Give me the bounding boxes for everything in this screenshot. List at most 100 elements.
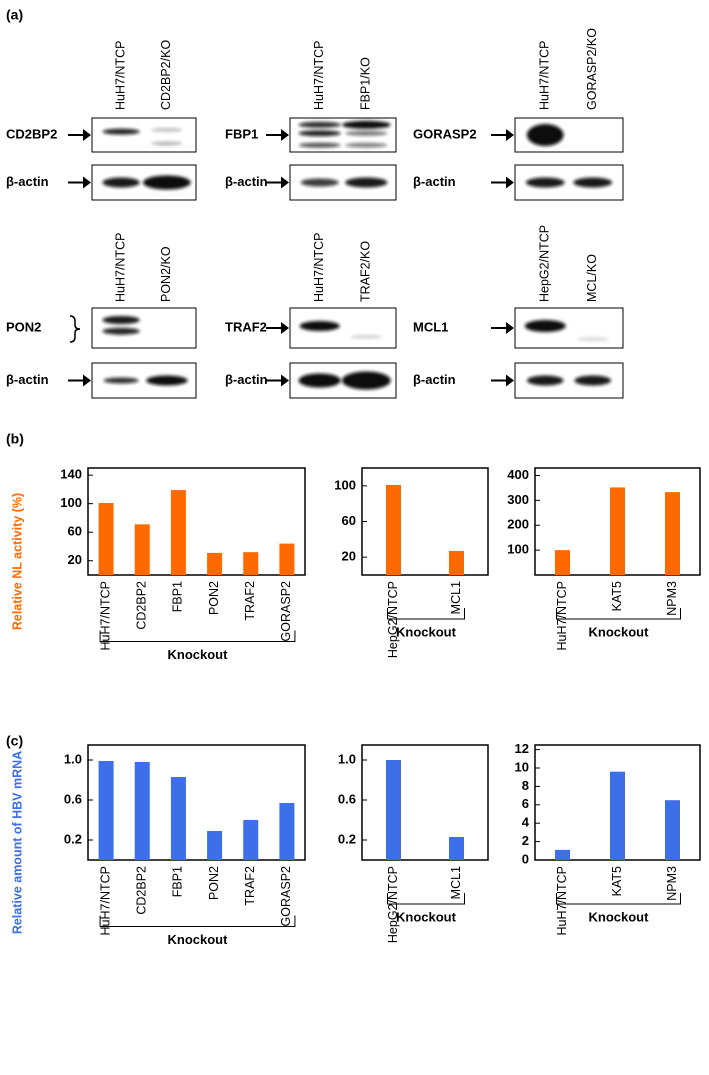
bar (207, 552, 223, 575)
arrow-head (506, 322, 514, 334)
y-tick-label: 10 (515, 759, 529, 774)
blot-band (345, 130, 388, 136)
blot-band (102, 316, 140, 324)
arrow-head (281, 374, 289, 387)
bar (170, 777, 186, 860)
group-label: Knockout (589, 909, 650, 924)
y-tick-label: 2 (522, 833, 529, 848)
blot-band (151, 127, 183, 132)
blot-band (350, 334, 383, 339)
blot-band (102, 327, 140, 335)
group-bracket (556, 608, 681, 620)
x-tick-label: MCL1 (449, 866, 463, 899)
x-tick-label: HepG2/NTCP (386, 866, 400, 943)
x-tick-label: HuH7/NTCP (555, 581, 569, 650)
y-tick-label: 0.6 (338, 791, 356, 806)
x-tick-label: NPM3 (665, 866, 679, 901)
bar (98, 502, 114, 575)
y-tick-label: 0.6 (64, 791, 82, 806)
lane-label: HuH7/NTCP (312, 233, 326, 302)
y-tick-label: 140 (60, 467, 82, 482)
blot-band (524, 320, 566, 332)
x-tick-label: KAT5 (610, 581, 624, 611)
x-tick-label: NPM3 (665, 581, 679, 616)
group-label: Knockout (168, 647, 229, 662)
group-label: Knockout (589, 624, 650, 639)
target-label: PON2 (6, 319, 41, 334)
lane-label: HepG2/NTCP (538, 225, 552, 302)
bar (449, 837, 464, 860)
y-tick-label: 6 (522, 796, 529, 811)
y-tick-label: 0.2 (64, 831, 82, 846)
lane-label: HuH7/NTCP (538, 41, 552, 110)
lane-label: HuH7/NTCP (113, 41, 127, 110)
bar (243, 820, 259, 860)
x-tick-label: HuH7/NTCP (555, 866, 569, 935)
blot-box (91, 307, 197, 349)
arrow-head (506, 129, 514, 141)
bar (98, 761, 114, 860)
plot-frame (361, 744, 489, 861)
x-tick-label: KAT5 (610, 866, 624, 896)
y-tick-label: 8 (522, 778, 529, 793)
target-label: FBP1 (225, 126, 258, 141)
bracket (69, 315, 81, 343)
lane-label: HuH7/NTCP (312, 41, 326, 110)
arrow-head (281, 322, 289, 334)
bar (386, 484, 401, 575)
bar (207, 831, 223, 860)
x-tick-label: TRAF2 (243, 866, 257, 906)
arrow-head (281, 129, 289, 141)
y-tick-label: 12 (515, 741, 529, 756)
blot-band (298, 121, 341, 128)
blot-band (151, 141, 183, 146)
y-tick-label: 20 (342, 549, 356, 564)
bar (134, 524, 150, 575)
target-label: CD2BP2 (6, 126, 57, 141)
bar (170, 490, 186, 575)
blot-band (298, 142, 341, 148)
bar (134, 762, 150, 860)
x-tick-label: TRAF2 (243, 581, 257, 621)
y-tick-label: 100 (60, 495, 82, 510)
blot-band (573, 177, 613, 188)
panel-label: (b) (6, 431, 24, 447)
bar (555, 849, 570, 860)
group-bracket (99, 630, 296, 642)
blot-band (525, 177, 565, 188)
group-label: Knockout (396, 624, 457, 639)
blot-band (341, 120, 391, 129)
y-tick-label: 1.0 (64, 751, 82, 766)
blot-band (142, 175, 191, 190)
blot-band (576, 337, 609, 342)
bar (555, 550, 570, 575)
x-tick-label: GORASP2 (279, 581, 293, 641)
blot-band (526, 375, 564, 386)
y-tick-label: 100 (334, 477, 356, 492)
blot-band (345, 177, 388, 188)
y-tick-label: 1.0 (338, 751, 356, 766)
lane-label: CD2BP2/KO (159, 40, 173, 110)
y-tick-label: 60 (68, 524, 82, 539)
x-tick-label: PON2 (207, 866, 221, 900)
x-tick-label: HuH7/NTCP (98, 581, 112, 650)
target-label: GORASP2 (413, 126, 477, 141)
y-axis-label: Relative amount of HBV mRNA (10, 751, 24, 934)
arrow-head (506, 176, 514, 189)
loading-label: β-actin (6, 174, 49, 189)
lane-label: TRAF2/KO (359, 241, 373, 302)
bar (279, 803, 295, 860)
group-bracket (99, 915, 296, 927)
bar (665, 492, 680, 575)
blot-band (299, 321, 340, 331)
arrow-head (83, 374, 91, 387)
group-bracket (387, 893, 465, 905)
loading-label: β-actin (225, 174, 268, 189)
group-label: Knockout (396, 909, 457, 924)
blot-band (102, 128, 140, 135)
loading-label: β-actin (225, 372, 268, 387)
panel-label: (a) (6, 7, 23, 23)
lane-label: GORASP2/KO (585, 28, 599, 110)
